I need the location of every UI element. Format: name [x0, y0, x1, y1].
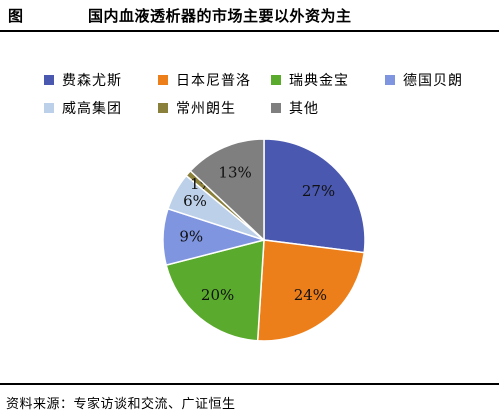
pie-slice [165, 239, 265, 342]
legend-item-nipro: 日本尼普洛 [158, 70, 251, 90]
legend-label: 费森尤斯 [62, 73, 122, 89]
legend-label: 常州朗生 [176, 101, 236, 117]
slice-data-label: 20% [201, 286, 234, 304]
legend-swatch [271, 75, 281, 85]
legend-swatch [158, 103, 168, 113]
chart-legend: 费森尤斯 日本尼普洛 瑞典金宝 德国贝朗 威高集团 常州朗生 其他 [0, 70, 499, 120]
slice-data-label: 9% [179, 228, 203, 246]
legend-item-gambro: 瑞典金宝 [271, 70, 349, 90]
legend-label: 德国贝朗 [403, 73, 463, 89]
legend-item-braun: 德国贝朗 [385, 70, 463, 90]
slice-data-label: 27% [302, 182, 335, 200]
legend-swatch [271, 103, 281, 113]
legend-swatch [158, 75, 168, 85]
source-note: 资料来源：专家访谈和交流、广证恒生 [6, 397, 236, 412]
figure-label: 图 [8, 7, 24, 25]
figure-title: 国内血液透析器的市场主要以外资为主 [88, 7, 352, 25]
legend-item-fresenius: 费森尤斯 [44, 70, 122, 90]
figure-footer: 资料来源：专家访谈和交流、广证恒生 [0, 383, 499, 414]
slice-data-label: 6% [183, 192, 207, 210]
legend-swatch [385, 75, 395, 85]
legend-label: 其他 [289, 101, 319, 117]
legend-label: 瑞典金宝 [289, 73, 349, 89]
pie-slice [189, 138, 265, 242]
legend-swatch [44, 75, 54, 85]
legend-item-others: 其他 [271, 98, 319, 118]
slice-data-label: 24% [294, 286, 327, 304]
legend-swatch [44, 103, 54, 113]
legend-label: 日本尼普洛 [176, 73, 251, 89]
pie-slice [256, 239, 366, 342]
legend-item-weigao: 威高集团 [44, 98, 122, 118]
figure-header: 图 国内血液透析器的市场主要以外资为主 [0, 0, 499, 32]
slice-data-label: 13% [218, 163, 251, 181]
pie-slice [263, 138, 366, 254]
legend-item-changzhou-langsheng: 常州朗生 [158, 98, 236, 118]
legend-label: 威高集团 [62, 101, 122, 117]
